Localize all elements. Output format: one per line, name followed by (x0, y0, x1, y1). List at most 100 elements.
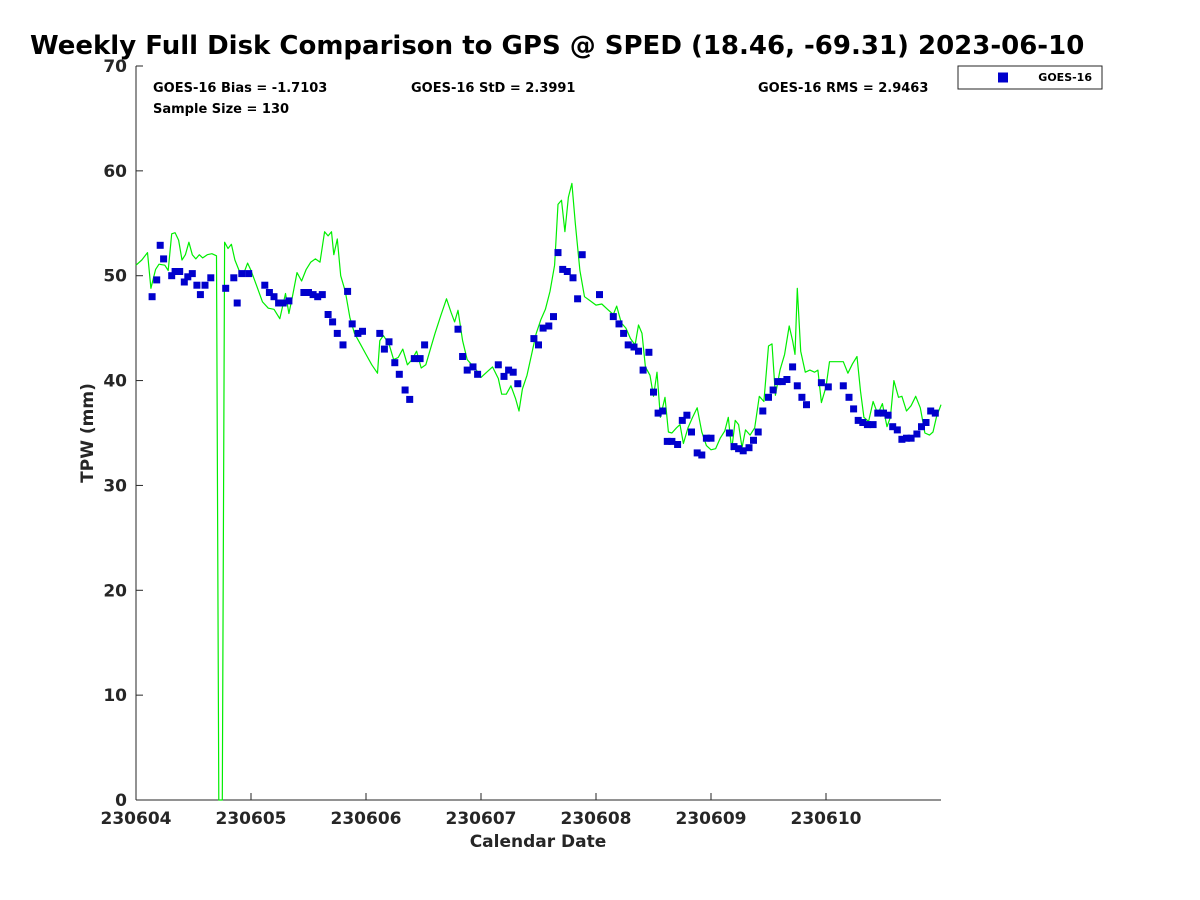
data-point (769, 386, 777, 394)
data-point (707, 434, 715, 442)
data-point (824, 383, 832, 391)
data-point (774, 378, 782, 386)
x-tick-label: 230605 (216, 809, 287, 829)
data-point (759, 407, 767, 415)
data-point (539, 324, 547, 332)
data-point (554, 249, 562, 257)
data-point (275, 299, 283, 307)
data-point (845, 393, 853, 401)
data-point (693, 449, 701, 457)
data-point (238, 270, 246, 278)
data-point (778, 378, 786, 386)
data-point (745, 444, 753, 452)
data-point (421, 341, 429, 349)
axis-ticks: 0 10 20 30 40 50 60 70 230604 230605 230606 230607 2… (101, 57, 862, 829)
data-point (354, 329, 362, 337)
data-point (654, 409, 662, 417)
legend-label-goes16: GOES-16 (1038, 71, 1092, 84)
data-point (184, 273, 192, 281)
data-point (735, 445, 743, 453)
data-point (153, 276, 161, 284)
data-point (803, 401, 810, 409)
data-point (279, 299, 287, 307)
data-point (739, 447, 747, 455)
data-point (918, 423, 925, 431)
chart-title: Weekly Full Disk Comparison to GPS @ SPE… (30, 31, 1084, 61)
data-point (309, 291, 317, 299)
x-axis-label: Calendar Date (470, 832, 607, 852)
data-point (380, 345, 388, 353)
y-axis-label: TPW (mm) (78, 383, 98, 483)
x-tick-label: 230607 (446, 809, 517, 829)
data-point (798, 393, 806, 401)
data-point (168, 272, 176, 280)
data-point (509, 368, 517, 376)
data-point (176, 268, 184, 275)
data-point (505, 366, 513, 374)
y-tick-label: 30 (103, 476, 127, 496)
data-point (569, 274, 577, 282)
data-point (324, 311, 332, 318)
data-point (359, 327, 366, 335)
data-point (333, 329, 341, 337)
data-point (563, 268, 571, 275)
data-point (270, 293, 278, 301)
data-point (674, 441, 682, 448)
data-point (233, 299, 241, 307)
data-point (635, 347, 642, 355)
stat-bias: GOES-16 Bias = -1.7103 (153, 81, 327, 96)
data-point (596, 291, 603, 299)
stat-rms: GOES-16 RMS = 2.9463 (758, 81, 928, 96)
data-point (193, 281, 201, 289)
data-point (474, 370, 482, 378)
data-point (903, 434, 910, 442)
data-point (416, 355, 424, 363)
data-point (874, 409, 882, 417)
data-point (869, 421, 877, 429)
data-point (245, 270, 253, 278)
data-point (922, 419, 930, 426)
y-tick-label: 60 (103, 162, 127, 182)
data-point (850, 405, 858, 413)
data-point (817, 379, 825, 387)
data-point (171, 268, 179, 275)
data-point (344, 287, 352, 295)
legend-marker-goes16 (998, 72, 1008, 83)
data-point (494, 361, 502, 369)
data-point (898, 435, 906, 443)
data-point (530, 335, 538, 343)
data-point (793, 382, 801, 390)
data-point (459, 353, 467, 360)
data-point (688, 428, 695, 436)
data-point (725, 429, 733, 437)
data-point (463, 366, 471, 374)
data-point (678, 416, 686, 424)
data-point (196, 291, 204, 299)
y-tick-label: 40 (103, 372, 127, 392)
data-point (578, 251, 586, 259)
data-point (880, 409, 887, 417)
data-point (329, 318, 337, 326)
legend: GOES-16 (957, 65, 1103, 90)
data-point (454, 325, 462, 333)
plot-area (135, 66, 941, 801)
data-point (754, 428, 762, 436)
data-point (265, 289, 273, 296)
data-point (907, 434, 915, 442)
y-tick-label: 0 (115, 791, 127, 811)
data-point (863, 421, 871, 429)
data-point (765, 393, 772, 401)
data-point (859, 419, 867, 426)
data-point (668, 437, 676, 445)
data-point (574, 295, 582, 303)
data-point (839, 382, 847, 390)
legend-box (957, 65, 1103, 90)
data-point (645, 348, 653, 356)
data-point (469, 363, 477, 371)
data-point (148, 293, 156, 301)
data-point (188, 270, 196, 278)
data-point (222, 284, 230, 292)
data-point (702, 434, 710, 442)
data-point (156, 241, 164, 249)
